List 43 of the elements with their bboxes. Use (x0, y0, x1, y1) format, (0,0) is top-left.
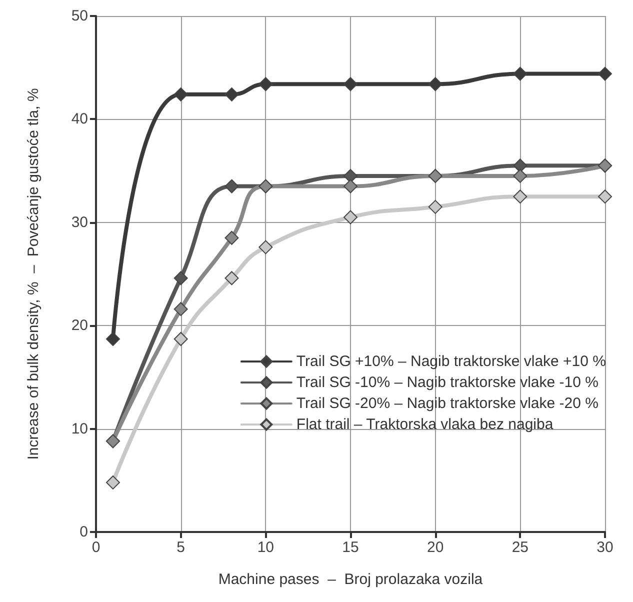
point (258, 240, 273, 254)
point (513, 168, 528, 183)
point (224, 87, 239, 102)
x-tick-label: 10 (257, 539, 274, 556)
point (513, 158, 528, 173)
point (258, 77, 273, 92)
x-axis-title: Machine pases – Broj prolazaka vozila (218, 571, 484, 588)
y-tick-label: 40 (71, 110, 88, 128)
x-tick-label: 0 (92, 539, 100, 556)
x-tick-label: 30 (596, 539, 614, 556)
x-tick-label: 25 (512, 539, 529, 556)
point (106, 475, 120, 490)
y-tick-label: 10 (71, 420, 88, 438)
legend-label: Trail SG -20% – Nagib traktorske vlake -20 % (296, 395, 598, 412)
point (106, 332, 120, 346)
point (224, 230, 239, 245)
point (344, 168, 358, 183)
legend-label: Flat trail – Traktorska vlaka bez nagiba (296, 416, 554, 433)
y-tick-label: 0 (80, 524, 88, 540)
x-tick-label: 20 (426, 539, 444, 556)
legend-label: Trail SG +10% – Nagib traktorske vlake +10 % (296, 353, 606, 370)
point (428, 77, 442, 92)
point (224, 179, 239, 194)
legend-label: Trail SG -10% – Nagib traktorske vlake -10 % (296, 374, 598, 391)
point (174, 332, 188, 346)
point (224, 271, 239, 286)
point (174, 87, 188, 102)
point (344, 210, 358, 224)
point (513, 190, 528, 204)
point (598, 66, 612, 81)
point (174, 271, 188, 286)
y-axis-title: Increase of bulk density, % – Povećanje gustoće tla, % (25, 88, 42, 460)
x-tick-label: 15 (342, 539, 359, 556)
y-tick-label: 50 (71, 8, 88, 24)
point (428, 200, 442, 214)
point (344, 77, 358, 92)
y-tick-label: 30 (71, 214, 88, 231)
point (174, 302, 188, 316)
point (598, 190, 612, 204)
point (344, 179, 358, 194)
point (513, 66, 528, 81)
y-tick-label: 20 (71, 317, 88, 334)
x-tick-label: 5 (176, 539, 186, 556)
